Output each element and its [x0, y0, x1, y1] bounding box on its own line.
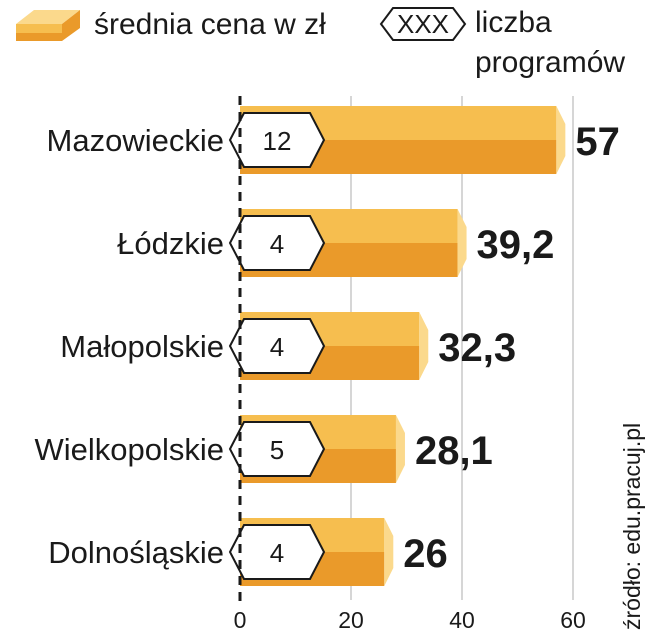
bar-group: 4 Łódzkie 39,2: [117, 209, 554, 277]
bar-end-cap: [556, 106, 566, 174]
legend: średnia cena w zł XXX liczba programów: [16, 6, 625, 79]
x-tick-label: 20: [338, 607, 364, 633]
x-tick-label: 0: [234, 607, 247, 633]
category-label: Dolnośląskie: [48, 535, 224, 570]
category-label: Łódzkie: [117, 226, 224, 261]
bar-group: 4 Małopolskie 32,3: [60, 312, 516, 380]
bar-end-cap: [384, 518, 394, 586]
x-tick-label: 40: [449, 607, 475, 633]
count-badge: [228, 215, 326, 271]
bar-end-cap: [395, 415, 405, 483]
count-badge: [228, 112, 326, 168]
value-label: 28,1: [415, 429, 493, 473]
legend-price-label: średnia cena w zł: [94, 8, 326, 41]
bar-end-cap: [457, 209, 467, 277]
bar-group: 12 Mazowieckie 57: [47, 106, 620, 174]
count-label: 4: [270, 332, 284, 362]
bar-group: 5 Wielkopolskie 28,1: [34, 415, 493, 483]
count-label: 12: [263, 126, 292, 156]
count-label: 5: [270, 435, 284, 465]
value-label: 32,3: [438, 326, 516, 370]
bars: 12 Mazowieckie 57 4 Łódzkie 39,2 4 Małopolskie 3…: [34, 106, 620, 586]
count-badge: [228, 421, 326, 477]
value-label: 39,2: [477, 223, 555, 267]
category-label: Wielkopolskie: [34, 432, 224, 467]
count-badge: [228, 318, 326, 374]
legend-count-badge: XXX: [379, 7, 467, 41]
source-note: źródło: edu.pracuj.pl: [619, 423, 645, 630]
legend-price-swatch: [16, 10, 80, 41]
bar-end-cap: [419, 312, 429, 380]
legend-count-label-2: programów: [475, 46, 625, 79]
x-tick-label: 60: [560, 607, 586, 633]
category-label: Mazowieckie: [47, 123, 224, 158]
x-tick-labels: 0 20 40 60: [234, 607, 586, 633]
count-label: 4: [270, 538, 284, 568]
count-badge: [228, 524, 326, 580]
count-label: 4: [270, 229, 284, 259]
category-label: Małopolskie: [60, 329, 224, 364]
legend-count-label: liczba: [475, 6, 552, 39]
legend-count-badge-text: XXX: [397, 9, 449, 39]
bar-group: 4 Dolnośląskie 26: [48, 518, 448, 586]
value-label: 26: [403, 532, 448, 576]
value-label: 57: [575, 120, 620, 164]
